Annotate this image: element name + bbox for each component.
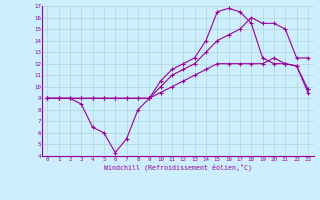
X-axis label: Windchill (Refroidissement éolien,°C): Windchill (Refroidissement éolien,°C) (104, 163, 252, 171)
